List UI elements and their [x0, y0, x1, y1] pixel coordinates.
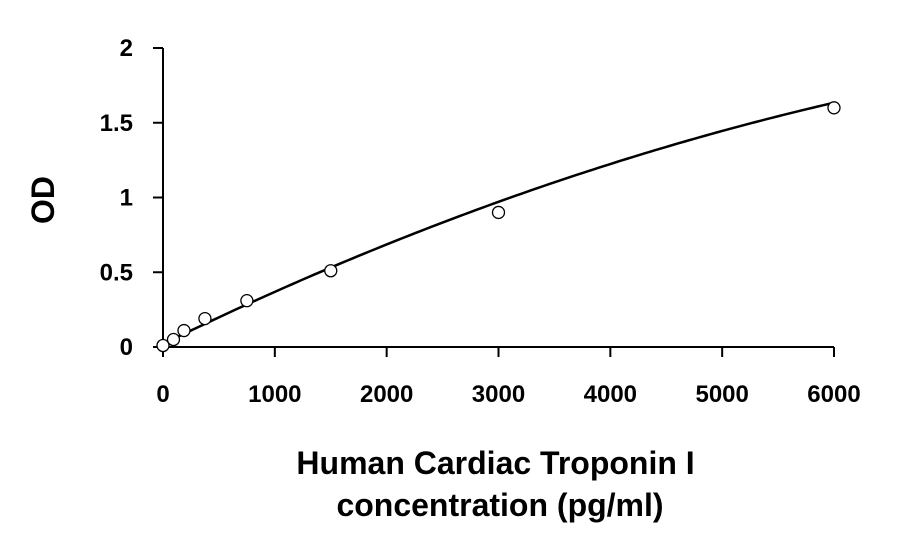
- data-point: [240, 294, 254, 308]
- y-axis-title: OD: [25, 176, 61, 224]
- fit-curve: [162, 101, 835, 346]
- y-tick-label: 0: [120, 334, 133, 361]
- y-tick-label: 0.5: [100, 259, 133, 286]
- data-point: [827, 101, 841, 115]
- x-axis-title-line-2: concentration (pg/ml): [336, 487, 663, 523]
- x-tick-label: 5000: [695, 381, 748, 408]
- x-tick-label: 3000: [472, 381, 525, 408]
- data-points: [156, 101, 841, 353]
- x-tick-label: 4000: [584, 381, 637, 408]
- data-point: [156, 338, 170, 353]
- x-tick-label: 6000: [807, 381, 860, 408]
- data-point: [166, 332, 181, 347]
- y-tick-label: 1.5: [100, 110, 133, 137]
- data-point: [198, 311, 212, 326]
- x-tick-label: 2000: [360, 381, 413, 408]
- axes: [162, 48, 834, 348]
- x-axis-title: Human Cardiac Troponin I concentration (…: [296, 445, 703, 523]
- y-tick-label: 2: [120, 35, 133, 62]
- x-tick-label: 1000: [248, 381, 301, 408]
- data-point: [177, 323, 191, 338]
- data-point: [491, 205, 506, 220]
- y-tick-label: 1: [120, 185, 133, 212]
- x-axis-title-line-1: Human Cardiac Troponin I: [296, 445, 694, 481]
- y-ticks: 0 0.5 1 1.5 2: [100, 35, 163, 361]
- x-tick-label: 0: [156, 381, 169, 408]
- x-ticks: 0 1000 2000 3000 4000 5000 6000: [156, 347, 861, 408]
- data-point: [324, 264, 338, 278]
